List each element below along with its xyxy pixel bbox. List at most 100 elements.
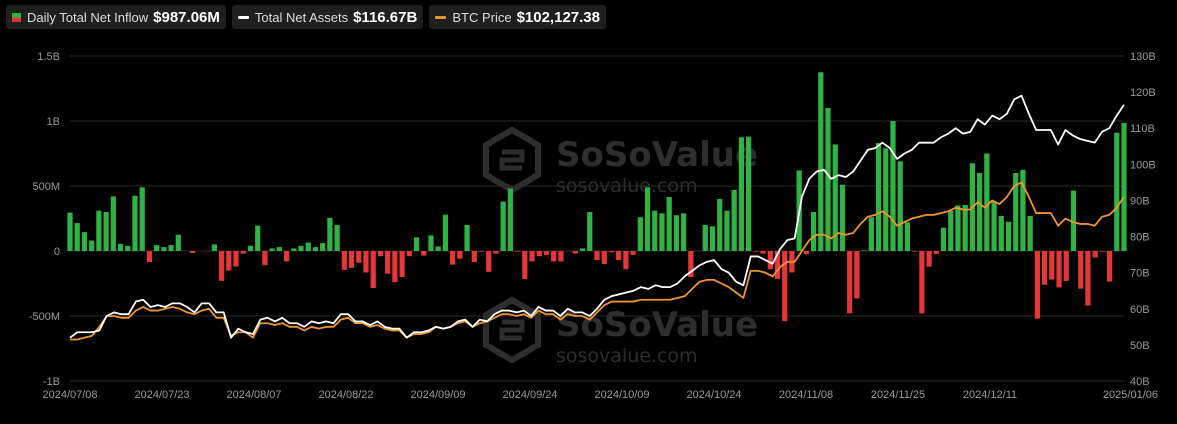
- inflow-bar: [991, 201, 997, 251]
- inflow-bar: [1099, 251, 1105, 252]
- inflow-bar: [933, 251, 939, 255]
- inflow-bar: [1092, 251, 1098, 258]
- inflow-bar: [428, 235, 434, 251]
- right-tick-label: 100B: [1130, 159, 1156, 171]
- right-tick-label: 80B: [1130, 232, 1150, 244]
- inflow-bar: [955, 205, 961, 251]
- inflow-bar: [493, 251, 499, 254]
- x-axis: 2024/07/08 2024/07/23 2024/08/07 2024/08/22…: [42, 389, 1158, 401]
- inflow-bar: [240, 251, 246, 254]
- inflow-bar: [67, 212, 73, 251]
- inflow-bar: [912, 251, 918, 252]
- right-tick-label: 40B: [1130, 376, 1150, 388]
- inflow-bar: [601, 251, 607, 264]
- inflow-bar: [579, 248, 586, 251]
- inflow-bar: [334, 225, 340, 251]
- inflow-bar: [1063, 251, 1069, 281]
- inflow-bar: [233, 251, 239, 267]
- inflow-bar: [587, 212, 593, 251]
- inflow-bar: [175, 234, 181, 251]
- inflow-bar: [320, 243, 326, 251]
- inflow-bar: [644, 187, 651, 251]
- watermark-site: sosovalue.com: [556, 345, 698, 367]
- inflow-bars: [67, 72, 1127, 322]
- sosovalue-logo-icon: [483, 296, 541, 364]
- inflow-bar: [875, 143, 882, 251]
- right-tick-label: 90B: [1130, 195, 1150, 207]
- inflow-bar: [96, 210, 102, 251]
- inflow-bar: [305, 242, 311, 251]
- right-tick-label: 110B: [1130, 123, 1155, 135]
- grid-lines: [70, 55, 1124, 382]
- left-tick-label: 1B: [47, 116, 60, 128]
- legend-value: $116.67B: [353, 8, 418, 26]
- left-tick-label: 1.5B: [37, 51, 60, 63]
- inflow-bar: [572, 251, 578, 254]
- inflow-bar: [868, 217, 874, 251]
- x-tick-label: 2024/08/22: [318, 389, 373, 401]
- inflow-bar: [247, 245, 254, 251]
- inflow-bar: [977, 173, 983, 251]
- series-lines: [69, 94, 1125, 341]
- x-tick-label: 2025/01/06: [1103, 389, 1158, 401]
- inflow-bar: [1034, 251, 1040, 319]
- inflow-bar: [522, 251, 528, 279]
- inflow-bar: [226, 251, 232, 271]
- legend-item-total-net-assets[interactable]: Total Net Assets $116.67B: [231, 5, 424, 29]
- x-tick-label: 2024/08/07: [226, 389, 281, 401]
- inflow-bar: [594, 251, 600, 261]
- inflow-bar: [478, 251, 485, 252]
- inflow-bar: [442, 214, 448, 251]
- inflow-bar: [904, 222, 911, 251]
- x-tick-label: 2024/11/25: [871, 389, 925, 401]
- inflow-bar: [1121, 122, 1127, 251]
- legend-item-btc-price[interactable]: BTC Price $102,127.38: [429, 5, 606, 29]
- inflow-bar: [767, 251, 773, 270]
- inflow-bar: [709, 226, 716, 251]
- inflow-bar: [392, 251, 398, 283]
- inflow-bar: [413, 237, 420, 251]
- inflow-bar: [291, 248, 297, 251]
- inflow-bar: [457, 251, 463, 259]
- inflow-bar: [1056, 251, 1062, 288]
- inflow-bar: [854, 251, 860, 299]
- inflow-bar: [803, 251, 809, 255]
- inflow-bar: [283, 251, 290, 262]
- inflow-bar: [1085, 251, 1091, 306]
- inflow-bar: [1070, 190, 1077, 251]
- legend-value: $102,127.38: [516, 8, 600, 26]
- inflow-bar: [1078, 251, 1084, 289]
- inflow-bar: [1020, 169, 1026, 251]
- inflow-bar: [1049, 251, 1055, 280]
- x-tick-label: 2024/12/11: [963, 389, 1017, 401]
- inflow-bar: [608, 251, 615, 253]
- inflow-bar: [471, 251, 477, 263]
- inflow-bar: [269, 248, 275, 251]
- left-tick-label: -500M: [29, 311, 60, 323]
- inflow-bar: [948, 210, 954, 251]
- inflow-bar: [117, 243, 124, 251]
- inflow-bar: [543, 251, 550, 255]
- inflow-bar: [984, 153, 990, 251]
- inflow-bar: [760, 251, 766, 254]
- inflow-bar: [637, 217, 643, 251]
- inflow-bar: [623, 251, 629, 270]
- inflow-bar: [125, 245, 131, 251]
- inflow-bar: [464, 225, 470, 251]
- x-tick-label: 2024/07/23: [134, 389, 189, 401]
- right-axis: 40B 50B 60B 70B 80B 90B 100B 110B 120B 130B: [1130, 51, 1156, 388]
- inflow-bar: [139, 187, 145, 251]
- inflow-bar: [399, 251, 405, 277]
- total-net-assets-line: [69, 94, 1125, 339]
- inflow-bar: [190, 251, 196, 253]
- x-tick-label: 2024/10/24: [686, 389, 741, 401]
- inflow-bar: [1013, 173, 1019, 251]
- inflow-bar: [731, 189, 737, 251]
- inflow-bar: [717, 199, 723, 251]
- legend-item-net-inflow[interactable]: Daily Total Net Inflow $987.06M: [6, 5, 226, 29]
- inflow-bar: [702, 225, 708, 251]
- inflow-bar: [630, 251, 636, 255]
